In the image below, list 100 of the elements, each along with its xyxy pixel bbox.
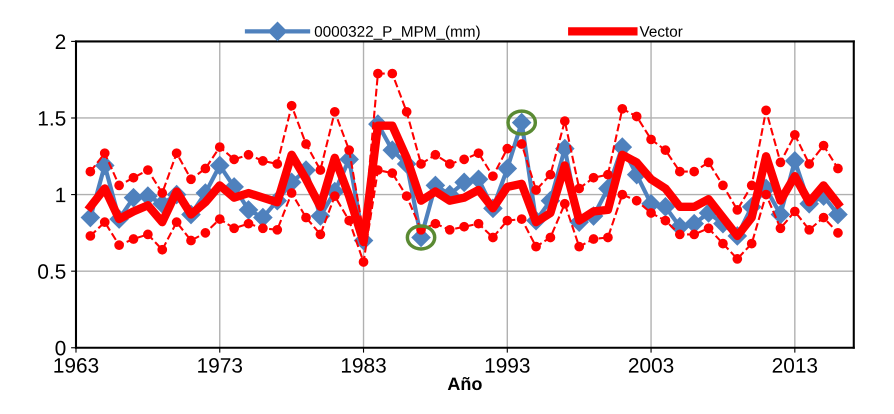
- point: [100, 217, 110, 228]
- point: [258, 223, 268, 234]
- point: [387, 168, 398, 178]
- point: [86, 231, 96, 241]
- x-tick-label: 1983: [342, 358, 386, 373]
- point: [574, 184, 584, 194]
- x-tick-label: 1973: [198, 358, 242, 373]
- point: [128, 172, 138, 183]
- y-tick-label: 2: [56, 34, 66, 49]
- point: [286, 100, 296, 111]
- point: [238, 200, 258, 220]
- point: [86, 166, 96, 176]
- point: [114, 180, 124, 190]
- point: [560, 116, 570, 126]
- point: [430, 218, 440, 229]
- point: [770, 204, 790, 224]
- point: [488, 232, 498, 242]
- point: [588, 234, 598, 244]
- point: [776, 223, 786, 234]
- point: [718, 238, 728, 248]
- y-tick-label: 0: [55, 340, 66, 356]
- point: [689, 230, 700, 240]
- point: [646, 134, 656, 144]
- point: [214, 214, 225, 224]
- point: [732, 254, 742, 264]
- point: [186, 174, 196, 184]
- point: [790, 206, 800, 216]
- point: [143, 230, 153, 240]
- y-tick-label: 1.5: [38, 111, 66, 126]
- point: [416, 159, 426, 169]
- point: [660, 216, 670, 226]
- point: [200, 164, 210, 174]
- point: [459, 154, 470, 164]
- point: [387, 68, 398, 78]
- point: [546, 232, 556, 242]
- point: [516, 139, 527, 149]
- point: [124, 188, 144, 208]
- point: [790, 130, 800, 140]
- point: [301, 212, 311, 222]
- point: [214, 142, 225, 152]
- point: [804, 224, 814, 235]
- point: [114, 240, 124, 250]
- point: [100, 148, 110, 158]
- point: [95, 156, 114, 176]
- point: [603, 170, 613, 180]
- point: [382, 140, 402, 160]
- point: [516, 214, 527, 224]
- point: [804, 159, 814, 169]
- point: [430, 150, 440, 160]
- point: [157, 244, 168, 255]
- point: [444, 159, 455, 169]
- point: [488, 171, 498, 182]
- point: [785, 151, 804, 170]
- point: [689, 166, 700, 176]
- point: [272, 224, 282, 235]
- point: [454, 172, 474, 192]
- point: [172, 148, 182, 158]
- point: [474, 218, 484, 229]
- point: [502, 144, 512, 154]
- point: [210, 156, 230, 176]
- point: [574, 242, 584, 252]
- point: [674, 166, 685, 176]
- point: [656, 197, 675, 216]
- point: [761, 190, 771, 200]
- point: [617, 104, 628, 114]
- y-tick-label: 0.5: [38, 264, 66, 279]
- point: [344, 145, 354, 156]
- point: [143, 165, 153, 175]
- point: [128, 234, 138, 244]
- point: [833, 228, 843, 238]
- legend-label: Vector: [640, 26, 683, 37]
- point: [474, 148, 484, 158]
- point: [818, 212, 828, 222]
- x-tick-label: 1963: [54, 358, 98, 373]
- point: [330, 107, 340, 117]
- y-tick-label: 1: [56, 188, 66, 202]
- point: [286, 188, 296, 198]
- point: [444, 224, 455, 235]
- point: [402, 191, 412, 201]
- point: [704, 223, 714, 234]
- x-tick-label: 2013: [772, 358, 818, 373]
- point: [229, 223, 239, 234]
- point: [617, 190, 628, 200]
- point: [358, 257, 368, 267]
- legend-label: 0000322_P_MPM_(mm): [314, 26, 480, 40]
- point: [833, 164, 843, 174]
- point: [172, 217, 182, 228]
- point: [776, 158, 786, 168]
- point: [316, 165, 326, 175]
- point: [746, 238, 757, 248]
- point: [244, 150, 254, 160]
- point: [546, 170, 556, 180]
- point: [718, 180, 728, 190]
- point: [632, 196, 642, 206]
- point: [200, 228, 210, 238]
- point: [704, 158, 714, 168]
- point: [316, 230, 326, 240]
- point: [660, 145, 670, 156]
- point: [402, 107, 412, 117]
- point: [186, 236, 196, 246]
